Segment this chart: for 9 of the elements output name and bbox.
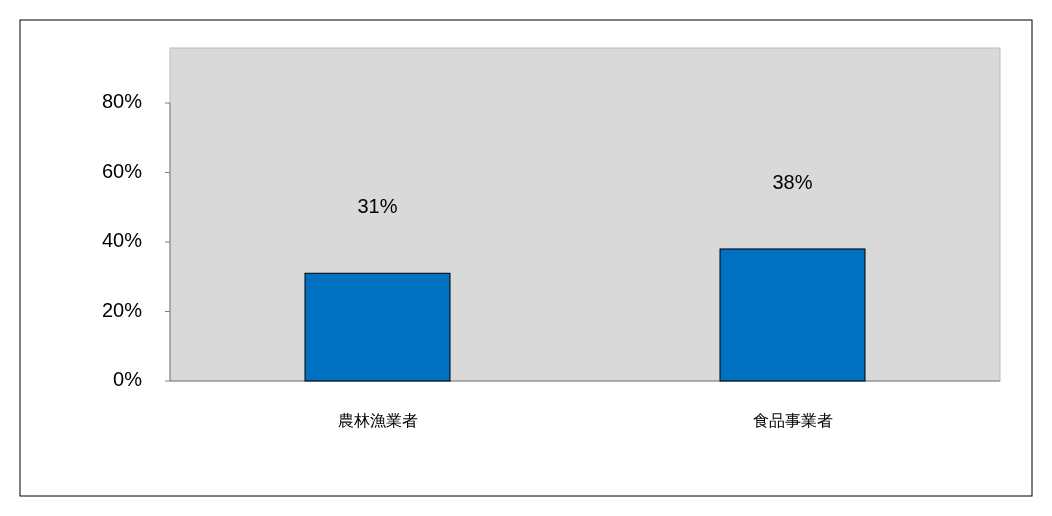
x-tick-label: 食品事業者	[752, 412, 833, 429]
y-tick-label: 40%	[101, 229, 143, 252]
data-label: 38%	[772, 170, 813, 193]
y-tick-label: 20%	[101, 298, 143, 321]
y-tick-label: 0%	[113, 368, 143, 391]
data-label: 31%	[357, 195, 398, 218]
y-tick-label: 60%	[101, 159, 143, 182]
y-tick-label: 80%	[101, 90, 143, 113]
x-tick-label: 農林漁業者	[337, 412, 418, 429]
